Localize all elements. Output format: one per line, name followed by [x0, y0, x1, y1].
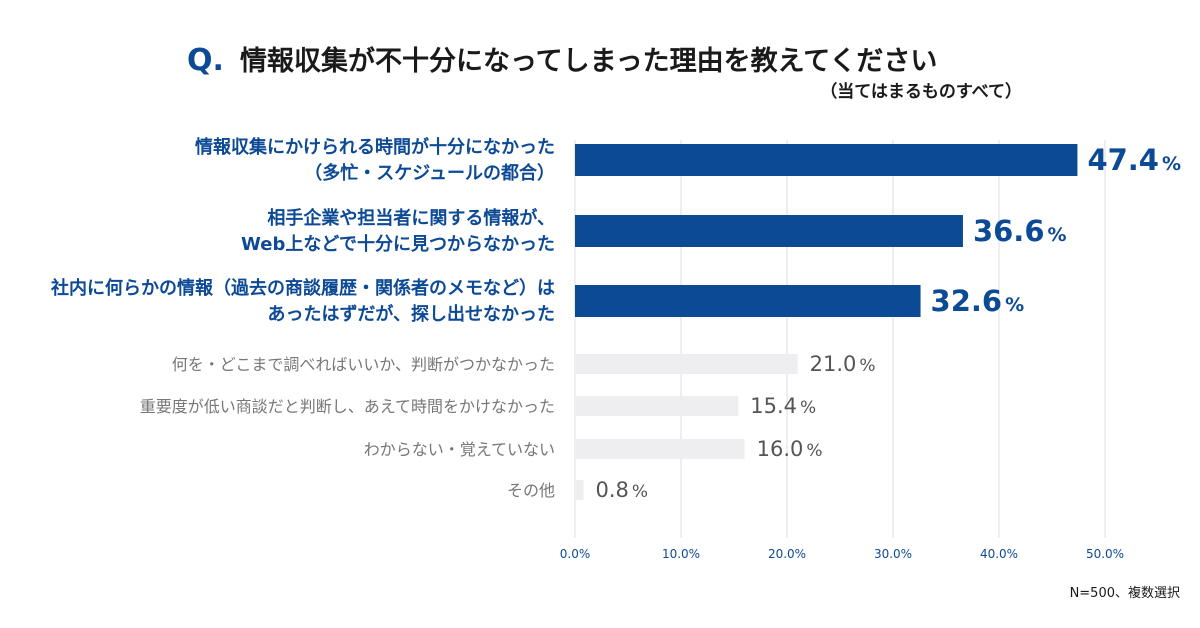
data-label-value: 47.4: [1087, 143, 1159, 177]
category-labels: 情報収集にかけられる時間が十分になかった （多忙・スケジュールの都合） 相手企業や担…: [51, 136, 555, 500]
x-tick-label: 0.0%: [560, 547, 591, 561]
bar: [575, 285, 921, 317]
title-prefix: Q.: [187, 43, 224, 78]
footnote: N=500、複数選択: [1070, 585, 1180, 601]
category-label: 何を・どこまで調べればいいか、判断がつかなかった: [172, 355, 555, 374]
x-tick-label: 10.0%: [662, 547, 700, 561]
data-label-unit: %: [800, 398, 816, 418]
data-label-unit: %: [632, 482, 648, 502]
data-label: 0.8%: [595, 478, 648, 502]
grid-lines: [574, 140, 1106, 538]
data-label: 32.6%: [931, 284, 1025, 318]
data-label-value: 32.6: [931, 284, 1003, 318]
chart-title: 情報収集が不十分になってしまった理由を教えてください: [240, 45, 937, 77]
bar: [575, 480, 584, 500]
chart-subtitle: （当てはまるものすべて）: [820, 81, 1022, 102]
data-label: 47.4%: [1087, 143, 1181, 177]
category-label: 重要度が低い商談だと判断し、あえて時間をかけなかった: [140, 397, 555, 416]
bars: [575, 144, 1078, 500]
x-axis-ticks: 0.0% 10.0% 20.0% 30.0% 40.0% 50.0%: [560, 547, 1124, 561]
category-label: わからない・覚えていない: [364, 440, 555, 459]
category-label: 相手企業や担当者に関する情報が、: [267, 207, 555, 229]
category-label: 社内に何らかの情報（過去の商談履歴・関係者のメモなど）は: [51, 277, 555, 299]
data-label-value: 16.0: [757, 437, 804, 461]
data-label: 15.4%: [750, 394, 816, 418]
x-tick-label: 40.0%: [980, 547, 1018, 561]
x-tick-label: 30.0%: [874, 547, 912, 561]
category-label: 情報収集にかけられる時間が十分になかった: [195, 136, 555, 158]
data-label-unit: %: [1162, 153, 1181, 175]
data-label-unit: %: [806, 441, 822, 461]
value-labels: 47.4 %36.6 %32.6 %21.0 %15.4 %16.0 %0.8%: [595, 143, 1181, 502]
data-label-value: 36.6: [973, 214, 1045, 248]
data-label: 36.6%: [973, 214, 1067, 248]
bar: [575, 144, 1078, 176]
category-label: その他: [507, 481, 555, 500]
data-label: 16.0%: [757, 437, 823, 461]
data-label-unit: %: [1048, 224, 1067, 246]
x-tick-label: 50.0%: [1086, 547, 1124, 561]
data-label-unit: %: [859, 356, 875, 376]
x-tick-label: 20.0%: [768, 547, 806, 561]
data-label: 21.0%: [810, 352, 876, 376]
category-label: Web上などで十分に見つからなかった: [241, 233, 555, 255]
category-label: （多忙・スケジュールの都合）: [304, 162, 555, 184]
data-label-unit: %: [1005, 294, 1024, 316]
category-label: あったはずだが、探し出せなかった: [268, 303, 555, 325]
bar: [575, 354, 798, 374]
bar: [575, 215, 963, 247]
bar: [575, 396, 739, 416]
data-label-value: 0.8: [595, 478, 628, 502]
data-label-value: 15.4: [750, 394, 797, 418]
bar: [575, 439, 745, 459]
data-label-value: 21.0: [810, 352, 857, 376]
